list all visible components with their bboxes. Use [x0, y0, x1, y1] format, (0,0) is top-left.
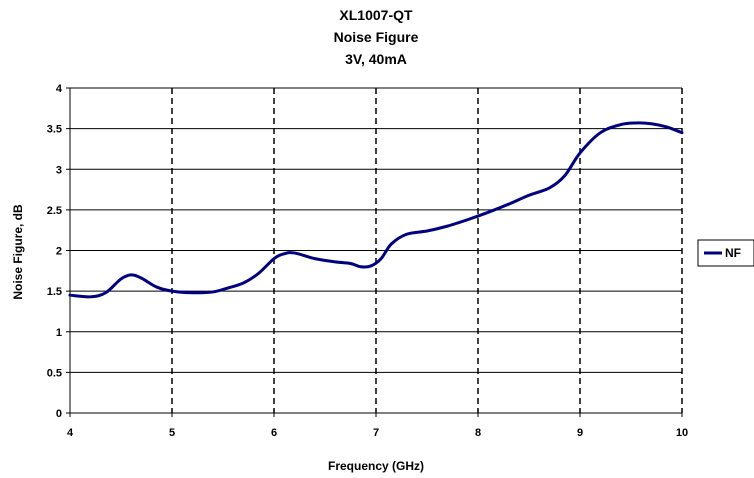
x-tick-label: 7	[373, 427, 379, 439]
x-tick-label: 9	[577, 427, 583, 439]
y-tick-label: 1.5	[47, 286, 62, 298]
chart-title-line-2: Noise Figure	[334, 29, 419, 45]
y-tick-label: 3	[56, 164, 62, 176]
tick-labels: 0 0.5 1 1.5 2 2.5 3 3.5 4 4 5 6 7 8 9 10	[47, 83, 688, 439]
y-axis-label: Noise Figure, dB	[11, 204, 25, 300]
y-tick-label: 3.5	[47, 124, 62, 136]
x-tick-label: 8	[475, 427, 481, 439]
x-tick-label: 6	[271, 427, 277, 439]
x-tick-label: 4	[67, 427, 74, 439]
y-tick-label: 2	[56, 246, 62, 258]
chart-title-line-1: XL1007-QT	[339, 7, 413, 23]
grid	[70, 87, 683, 413]
y-tick-label: 1	[56, 327, 62, 339]
series-layer	[68, 121, 684, 299]
y-tick-label: 0.5	[47, 367, 62, 379]
y-tick-label: 4	[56, 83, 63, 95]
chart-title: XL1007-QT Noise Figure 3V, 40mA	[334, 7, 419, 67]
y-tick-label: 0	[56, 408, 62, 420]
y-tick-label: 2.5	[47, 205, 62, 217]
axes	[66, 87, 683, 417]
series-line-nf	[68, 121, 684, 299]
x-tick-label: 10	[676, 427, 688, 439]
x-axis-label: Frequency (GHz)	[328, 459, 424, 473]
legend: NF	[697, 239, 754, 267]
x-tick-label: 5	[169, 427, 175, 439]
legend-label-nf: NF	[725, 246, 741, 260]
chart-title-line-3: 3V, 40mA	[345, 51, 407, 67]
